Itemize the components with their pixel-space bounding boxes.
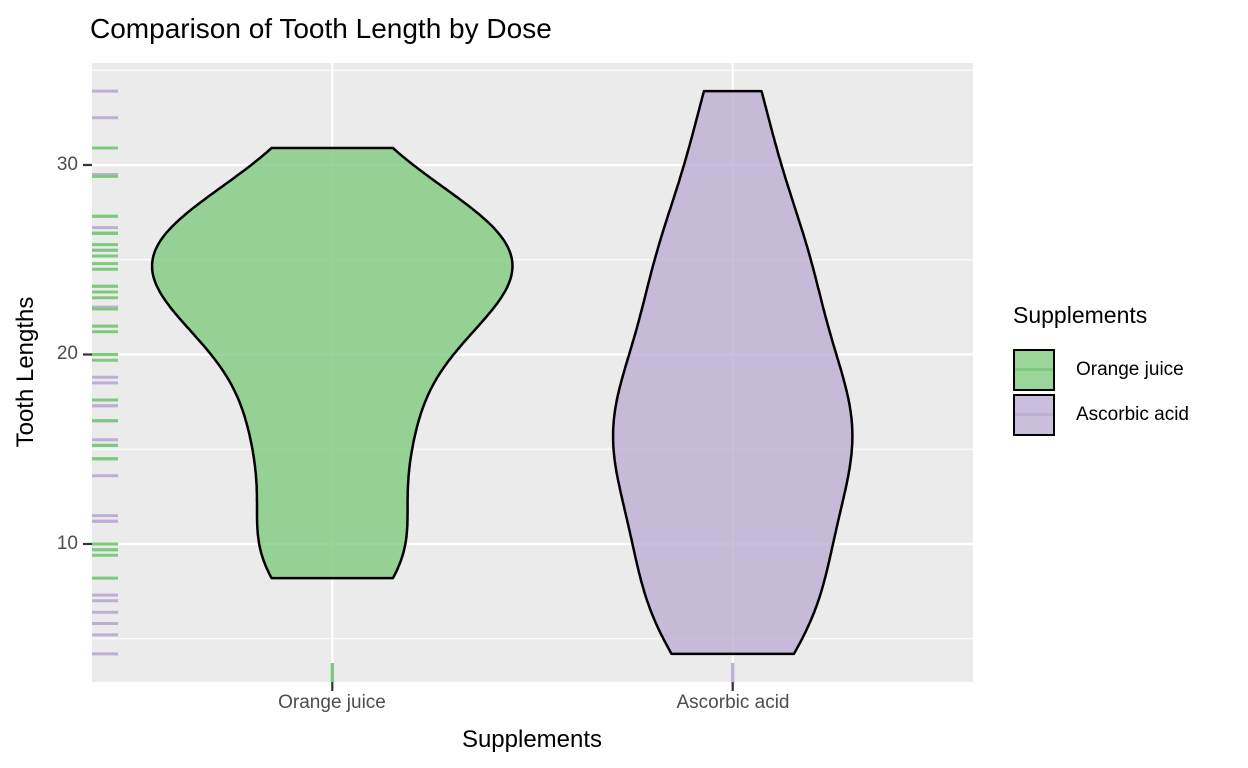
legend-swatch-ascorbic-acid <box>1013 393 1055 436</box>
violin-ascorbic-acid <box>611 89 854 656</box>
y-tick-label-30: 30 <box>56 154 78 175</box>
legend-item-label: Ascorbic acid <box>1076 403 1189 425</box>
legend-item-orange-juice: Orange juice <box>1013 348 1189 391</box>
x-axis-title: Supplements <box>461 726 603 753</box>
x-tick-label-orange-juice: Orange juice <box>278 692 386 713</box>
y-axis-title: Tooth Lengths <box>12 296 39 448</box>
y-tick-label-20: 20 <box>56 343 78 364</box>
chart-title: Comparison of Tooth Length by Dose <box>90 13 552 44</box>
x-tick-label-ascorbic-acid: Ascorbic acid <box>676 692 790 713</box>
legend-title: Supplements <box>1013 302 1148 328</box>
legend-item-ascorbic-acid: Ascorbic acid <box>1013 393 1189 436</box>
legend: Supplements Orange juice Ascorbic acid <box>1013 302 1189 438</box>
legend-key-line-icon <box>1015 413 1053 416</box>
legend-item-label: Orange juice <box>1076 358 1184 380</box>
violin-orange-juice <box>150 146 514 580</box>
legend-swatch-orange-juice <box>1013 348 1055 391</box>
legend-key-line-icon <box>1015 368 1053 371</box>
y-tick-label-10: 10 <box>56 533 78 554</box>
